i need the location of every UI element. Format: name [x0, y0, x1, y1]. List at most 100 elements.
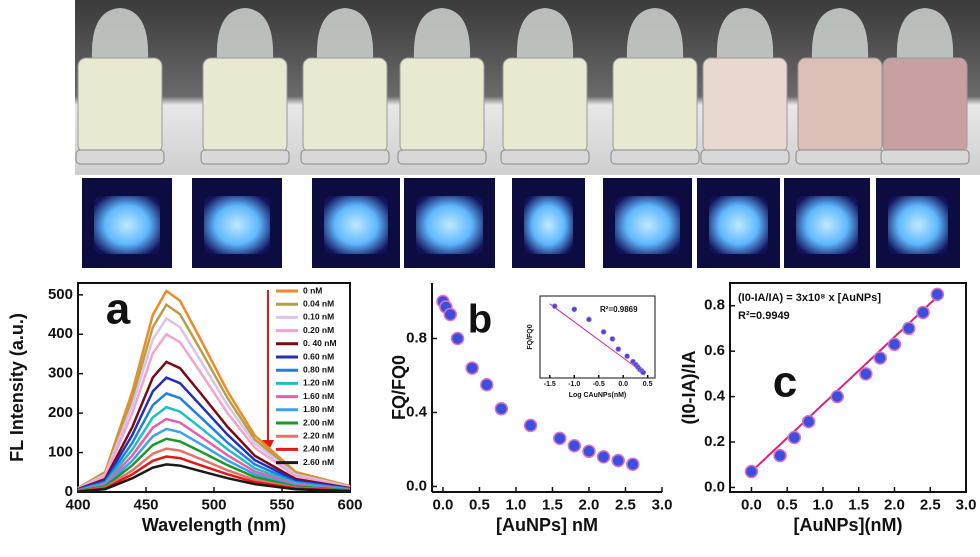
vial-base [397, 149, 487, 165]
y-axis-label: FQ/FQ0 [389, 355, 409, 420]
vial-base [795, 149, 885, 165]
x-tick-label: 3.0 [956, 496, 977, 513]
point [465, 361, 479, 375]
vial-cap [896, 8, 954, 60]
legend-label: 2.00 nM [303, 417, 334, 427]
point [902, 321, 916, 336]
series-line [77, 376, 351, 491]
uv-glow [324, 196, 388, 254]
y-tick-label: 100 [48, 444, 73, 461]
vial-cap [626, 8, 684, 60]
x-tick-label: 0.5 [469, 496, 490, 513]
x-axis-label: Log CAuNPs(nM) [569, 392, 627, 399]
y-tick-label: 0.6 [704, 342, 725, 359]
vial-body [302, 57, 388, 154]
point [787, 430, 802, 445]
y-tick-label: 0.0 [704, 478, 725, 495]
vial-body [202, 57, 288, 154]
y-axis-label: FQ/FQ0 [527, 324, 534, 349]
legend-label: 0.10 nM [303, 312, 334, 322]
x-tick-label: -1.0 [568, 381, 580, 388]
point [830, 389, 845, 404]
legend-label: 0.04 nM [303, 298, 334, 308]
legend-label: 0. 40 nM [303, 338, 337, 348]
series-line [77, 316, 351, 490]
vial-body [399, 57, 485, 154]
vial-body [612, 57, 698, 154]
point [640, 369, 647, 376]
y-axis-label: (I0-IA)/IA [679, 351, 699, 425]
vial-body [502, 57, 588, 154]
y-tick-label: 0.8 [704, 297, 725, 314]
x-tick-label: 2.0 [579, 496, 600, 513]
point [930, 287, 945, 302]
annotation: R²=0.9869 [600, 305, 638, 314]
point [553, 431, 567, 446]
x-tick-label: 0.5 [643, 381, 653, 388]
x-tick-label: 600 [337, 496, 362, 513]
vial-base [500, 149, 590, 165]
vial-base [300, 149, 390, 165]
vial-cap [91, 8, 149, 60]
series-line [77, 463, 351, 493]
vial-body [77, 57, 163, 154]
panel-label: b [468, 298, 492, 342]
x-tick-label: 400 [65, 496, 90, 513]
series-line [77, 447, 351, 493]
x-tick-label: 2.5 [615, 496, 636, 513]
legend-label: 2.20 nM [303, 430, 334, 440]
x-tick-label: 3.0 [652, 496, 673, 513]
point [887, 337, 902, 352]
uv-glow [204, 196, 270, 254]
y-axis-label: FL Intensity (a.u.) [7, 313, 27, 462]
y-tick-label: 200 [48, 404, 73, 421]
point [611, 453, 625, 468]
x-axis-label: [AuNPs] nM [496, 515, 598, 535]
point [567, 439, 582, 453]
x-tick-label: 1.5 [848, 496, 869, 513]
uv-glow [709, 196, 768, 254]
x-tick-label: 2.0 [884, 496, 905, 513]
x-tick-label: -0.5 [593, 381, 605, 388]
legend-label: 0.20 nM [303, 325, 334, 335]
vial-base [75, 149, 165, 165]
y-tick-label: 400 [48, 325, 73, 342]
x-tick-label: -1.5 [544, 381, 556, 388]
y-tick-label: 0 [65, 483, 73, 500]
legend-label: 0.80 nM [303, 364, 334, 374]
point [494, 402, 509, 416]
y-tick-label: 0.4 [704, 388, 726, 405]
series-line [77, 427, 351, 493]
point [571, 306, 578, 313]
uv-glow [94, 196, 160, 254]
vial-cap [516, 8, 574, 60]
vial-cap [413, 8, 471, 60]
uv-glow [796, 196, 858, 254]
vial-base [880, 149, 970, 165]
vial-body [797, 57, 883, 154]
point [801, 414, 816, 429]
legend-label: 2.60 nM [303, 457, 334, 467]
x-tick-label: 450 [133, 496, 158, 513]
series-line [77, 360, 351, 491]
x-axis-label: Wavelength (nm) [142, 515, 286, 535]
y-tick-label: 300 [48, 365, 73, 382]
x-tick-label: 1.5 [542, 496, 563, 513]
point [626, 457, 640, 472]
point [916, 305, 930, 320]
series-line [77, 302, 351, 490]
series-line [77, 405, 351, 492]
x-tick-label: 0.0 [741, 496, 762, 513]
x-tick-label: 0.0 [433, 496, 454, 513]
uv-glow [416, 196, 483, 254]
annotation: R²=0.9949 [738, 310, 790, 322]
uv-glow [615, 196, 680, 254]
x-tick-label: 0.5 [777, 496, 798, 513]
point [859, 367, 873, 381]
series-line [77, 437, 351, 493]
x-tick-label: 2.5 [920, 496, 941, 513]
point [551, 303, 558, 309]
vial-cap [216, 8, 274, 60]
point [596, 450, 611, 464]
